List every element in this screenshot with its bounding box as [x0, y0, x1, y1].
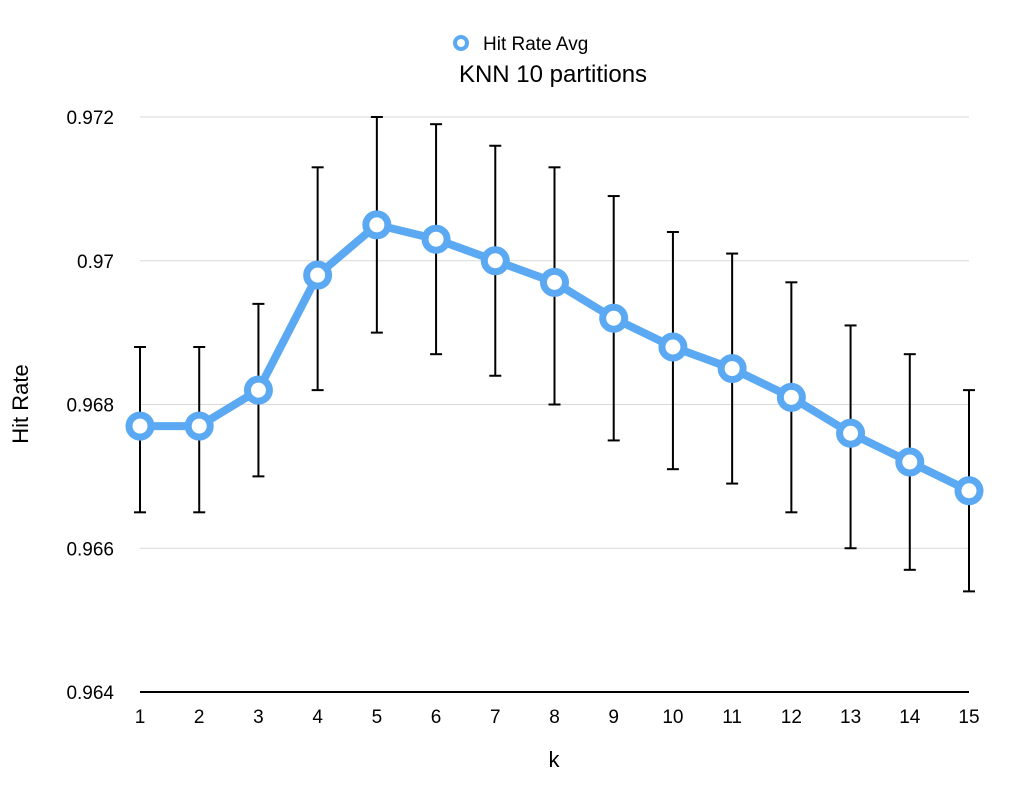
y-axis-title: Hit Rate	[8, 364, 33, 443]
x-tick-label: 10	[662, 707, 683, 728]
x-tick-label: 9	[608, 707, 619, 728]
x-tick-label: 14	[899, 707, 921, 728]
x-axis-title: k	[549, 747, 561, 772]
data-point	[895, 447, 925, 477]
data-point	[540, 267, 569, 297]
y-tick-label: 0.97	[77, 252, 114, 273]
x-tick-label: 3	[253, 707, 264, 728]
data-point	[303, 260, 333, 290]
x-tick-label: 7	[490, 707, 501, 728]
data-point	[480, 246, 510, 276]
x-tick-label: 12	[781, 707, 802, 728]
y-tick-label: 0.968	[66, 396, 114, 417]
x-tick-label: 15	[958, 707, 979, 728]
x-tick-label: 1	[135, 707, 146, 728]
x-tick-label: 11	[722, 707, 742, 728]
data-point	[125, 411, 155, 441]
y-tick-label: 0.964	[66, 683, 114, 704]
x-tick-label: 6	[431, 707, 442, 728]
data-point	[954, 476, 984, 506]
x-tick-label: 8	[549, 707, 560, 728]
chart-title: KNN 10 partitions	[459, 61, 647, 88]
x-tick-label: 2	[194, 707, 205, 728]
data-point	[362, 210, 392, 240]
data-point	[599, 303, 629, 333]
y-axis-ticks: 0.964 0.966 0.968 0.97 0.972	[66, 108, 114, 704]
error-bars	[134, 116, 975, 593]
data-point	[421, 224, 451, 254]
data-point	[658, 332, 688, 362]
data-point	[184, 411, 214, 441]
y-tick-label: 0.966	[66, 539, 114, 560]
data-points	[125, 210, 984, 506]
x-tick-label: 4	[312, 707, 323, 728]
legend-label: Hit Rate Avg	[483, 34, 588, 55]
legend: Hit Rate Avg	[453, 34, 588, 55]
x-tick-label: 5	[372, 707, 383, 728]
data-point	[776, 382, 806, 412]
x-axis-ticks: 1 2 3 4 5 6 7 8 9 10 11 12 13 14 15	[135, 707, 980, 728]
data-point	[836, 418, 866, 448]
data-point	[717, 354, 747, 384]
y-tick-label: 0.972	[66, 108, 114, 129]
x-tick-label: 13	[840, 707, 861, 728]
legend-marker	[453, 35, 469, 51]
data-point	[243, 375, 273, 405]
